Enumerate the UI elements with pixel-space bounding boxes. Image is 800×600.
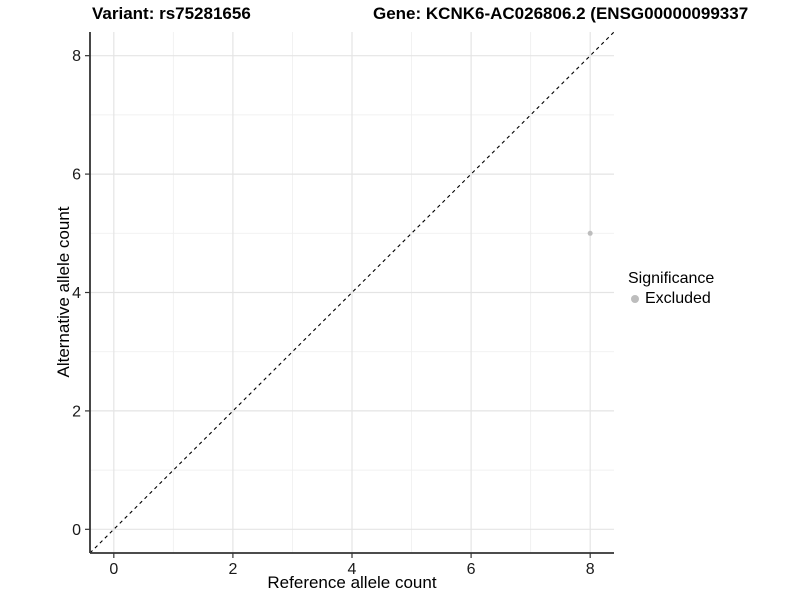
y-tick-label: 8: [72, 48, 81, 65]
gene-title: Gene: KCNK6-AC026806.2 (ENSG00000099337: [373, 4, 749, 23]
y-axis-title: Alternative allele count: [54, 206, 73, 378]
x-tick-label: 6: [467, 561, 476, 578]
legend-entry-excluded: Excluded: [628, 290, 714, 308]
x-tick-label: 2: [228, 561, 237, 578]
legend-title: Significance: [628, 270, 715, 287]
x-axis-title: Reference allele count: [267, 573, 437, 592]
y-tick-label: 4: [72, 285, 81, 302]
y-tick-label: 2: [72, 403, 81, 420]
legend-dot-icon: [631, 295, 639, 303]
variant-title: Variant: rs75281656: [92, 4, 251, 23]
data-point: [587, 230, 593, 236]
y-tick-label: 6: [72, 167, 81, 184]
legend: Significance Excluded: [628, 270, 714, 308]
x-tick-label: 8: [586, 561, 595, 578]
x-tick-label: 0: [109, 561, 118, 578]
legend-entry-label: Excluded: [645, 290, 711, 307]
y-tick-label: 0: [72, 522, 81, 539]
x-tick-label: 4: [348, 561, 357, 578]
